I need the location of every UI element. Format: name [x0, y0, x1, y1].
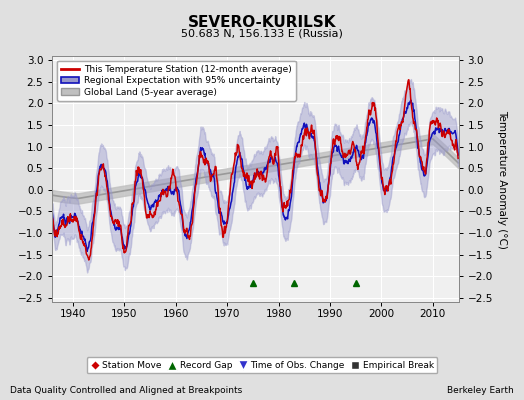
Text: 50.683 N, 156.133 E (Russia): 50.683 N, 156.133 E (Russia) — [181, 28, 343, 38]
Legend: Station Move, Record Gap, Time of Obs. Change, Empirical Break: Station Move, Record Gap, Time of Obs. C… — [86, 357, 438, 374]
Text: Data Quality Controlled and Aligned at Breakpoints: Data Quality Controlled and Aligned at B… — [10, 386, 243, 395]
Text: SEVERO-KURILSK: SEVERO-KURILSK — [188, 15, 336, 30]
Legend: This Temperature Station (12-month average), Regional Expectation with 95% uncer: This Temperature Station (12-month avera… — [57, 60, 296, 101]
Text: Berkeley Earth: Berkeley Earth — [447, 386, 514, 395]
Y-axis label: Temperature Anomaly (°C): Temperature Anomaly (°C) — [497, 110, 507, 248]
